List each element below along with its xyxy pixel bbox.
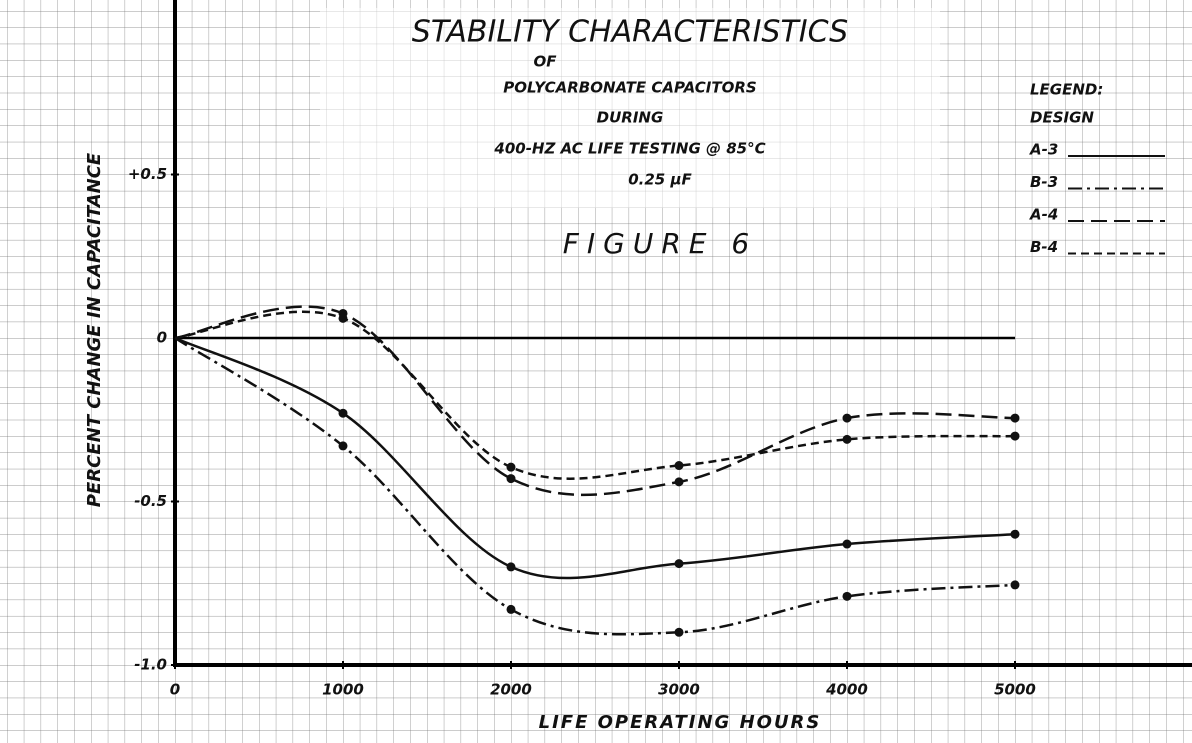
data-point: [674, 461, 684, 471]
data-point: [1010, 413, 1020, 423]
data-point: [674, 627, 684, 637]
x-tick-label: 1000: [322, 681, 364, 699]
y-axis-label: PERCENT CHANGE IN CAPACITANCE: [84, 152, 105, 507]
legend-title: DESIGN: [1030, 109, 1094, 127]
x-tick-label: 0: [170, 681, 180, 699]
legend-label: A-3: [1029, 141, 1058, 159]
y-tick-label: 0: [157, 329, 167, 347]
series-line: [174, 310, 1016, 480]
data-point: [506, 562, 516, 572]
y-tick-label: +0.5: [128, 165, 167, 183]
data-point: [842, 413, 852, 423]
x-tick-label: 4000: [825, 681, 868, 699]
subtitle: 0.25 µF: [628, 171, 692, 189]
x-tick-label: 3000: [658, 681, 700, 699]
subtitle: POLYCARBONATE CAPACITORS: [503, 79, 756, 97]
title-backing: [320, 8, 940, 208]
subtitle: OF: [534, 53, 558, 71]
legend-label: A-4: [1029, 206, 1058, 224]
data-point: [1010, 529, 1020, 539]
data-point: [1010, 431, 1020, 441]
figure-label: FIGURE 6: [563, 227, 757, 260]
data-point: [842, 434, 852, 444]
data-point: [506, 462, 516, 472]
x-tick-label: 2000: [490, 681, 532, 699]
data-point: [1010, 580, 1020, 590]
series-line: [174, 336, 1016, 580]
subtitle: 400-HZ AC LIFE TESTING @ 85°C: [493, 140, 765, 158]
legend-label: B-3: [1030, 173, 1058, 191]
subtitle: DURING: [597, 109, 664, 127]
y-tick-label: -0.5: [134, 492, 167, 510]
legend-label: B-4: [1030, 238, 1058, 256]
chart-title: STABILITY CHARACTERISTICS: [412, 15, 848, 50]
x-tick-label: 5000: [994, 681, 1036, 699]
data-point: [338, 408, 348, 418]
series-line: [174, 305, 1016, 497]
data-point: [674, 477, 684, 487]
legend-title: LEGEND:: [1030, 81, 1103, 99]
data-point: [338, 313, 348, 323]
data-point: [506, 604, 516, 614]
data-point: [842, 539, 852, 549]
data-point: [338, 441, 348, 451]
data-point: [674, 559, 684, 569]
x-axis-label: LIFE OPERATING HOURS: [539, 712, 822, 733]
series-line: [174, 336, 1016, 636]
data-point: [842, 591, 852, 601]
y-tick-label: -1.0: [134, 656, 167, 674]
data-point: [506, 474, 516, 484]
